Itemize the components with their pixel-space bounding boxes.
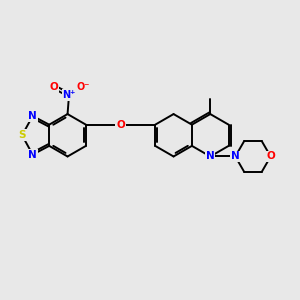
Text: N: N bbox=[28, 150, 37, 160]
Text: O⁻: O⁻ bbox=[76, 82, 90, 92]
Text: O: O bbox=[49, 82, 58, 92]
Text: N⁺: N⁺ bbox=[62, 90, 76, 100]
Text: S: S bbox=[18, 130, 26, 140]
Text: N: N bbox=[206, 152, 215, 161]
Text: O: O bbox=[266, 152, 275, 161]
Text: N: N bbox=[231, 152, 240, 161]
Text: N: N bbox=[28, 111, 37, 121]
Text: O: O bbox=[116, 120, 125, 130]
